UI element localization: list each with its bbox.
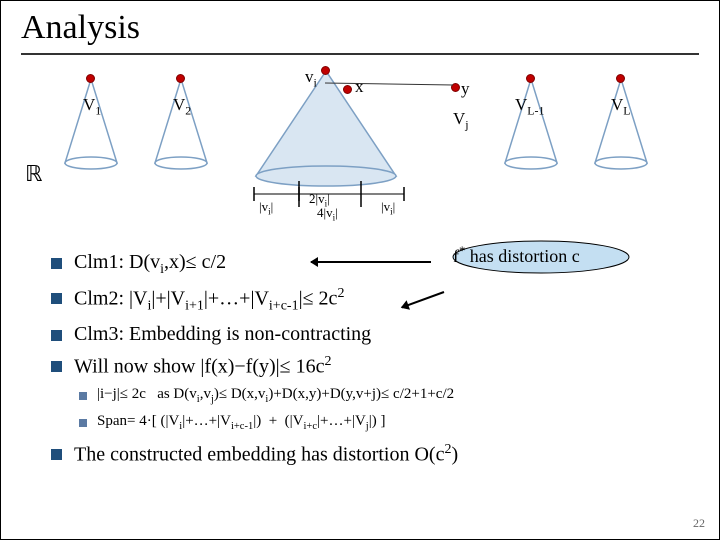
conclusion-text: The constructed embedding has distortion… [74,442,458,467]
page-title: Analysis [21,9,699,47]
label-abs-vi-right: |vi| [381,199,395,217]
bullet-icon [51,293,62,304]
cone-v1 [61,71,121,171]
diagram: V1 V2 vi x y Vj [61,71,661,211]
node-vl-1 [526,74,535,83]
sub1-line: |i−j|≤ 2c as D(vi,vj)≤ D(x,vi)+D(x,y)+D(… [51,386,689,405]
clm3-line: Clm3: Embedding is non-contracting [51,323,689,346]
clm2-line: Clm2: |Vi|+|Vi+1|+…+|Vi+c-1|≤ 2c2 [51,286,689,315]
label-v1: V1 [83,95,101,118]
label-v2: V2 [173,95,191,118]
bullet-icon [51,330,62,341]
label-vi-top: vi [305,67,317,90]
clm1-text: Clm1: D(vi,x)≤ c/2 [74,251,226,278]
label-4vi: 4|vi| [317,205,338,223]
page-number: 22 [693,516,705,531]
sub1-text: |i−j|≤ 2c as D(vi,vj)≤ D(x,vi)+D(x,y)+D(… [97,386,454,405]
clm3-text: Clm3: Embedding is non-contracting [74,323,371,346]
node-v1 [86,74,95,83]
content-list: Clm1: D(vi,x)≤ c/2 Clm2: |Vi|+|Vi+1|+…+|… [51,251,689,475]
node-v2 [176,74,185,83]
bullet-icon [51,258,62,269]
cone-v2 [151,71,211,171]
bullet-icon [51,449,62,460]
bullet-icon [51,361,62,372]
cone-vl-1 [501,71,561,171]
edge-vi-y [319,73,459,93]
sub-bullet-icon [79,419,87,427]
label-y: y [461,79,470,99]
real-line-label: ℝ [25,161,42,187]
conclusion-line: The constructed embedding has distortion… [51,442,689,467]
label-vl: VL [611,95,631,118]
sub2-line: Span= 4·[ (|Vi|+…+|Vi+c-1|) + (|Vi+c|+…+… [51,413,689,432]
label-vl-1: VL-1 [515,95,544,118]
sub-bullet-icon [79,392,87,400]
cone-vl [591,71,651,171]
clm4-text: Will now show |f(x)−f(y)|≤ 16c2 [74,354,332,379]
clm1-line: Clm1: D(vi,x)≤ c/2 [51,251,689,278]
label-vj: Vj [453,109,469,132]
clm4-line: Will now show |f(x)−f(y)|≤ 16c2 [51,354,689,379]
label-abs-vi-left: |vi| [259,199,273,217]
clm2-text: Clm2: |Vi|+|Vi+1|+…+|Vi+c-1|≤ 2c2 [74,286,344,315]
node-vl [616,74,625,83]
sub2-text: Span= 4·[ (|Vi|+…+|Vi+c-1|) + (|Vi+c|+…+… [97,413,385,432]
